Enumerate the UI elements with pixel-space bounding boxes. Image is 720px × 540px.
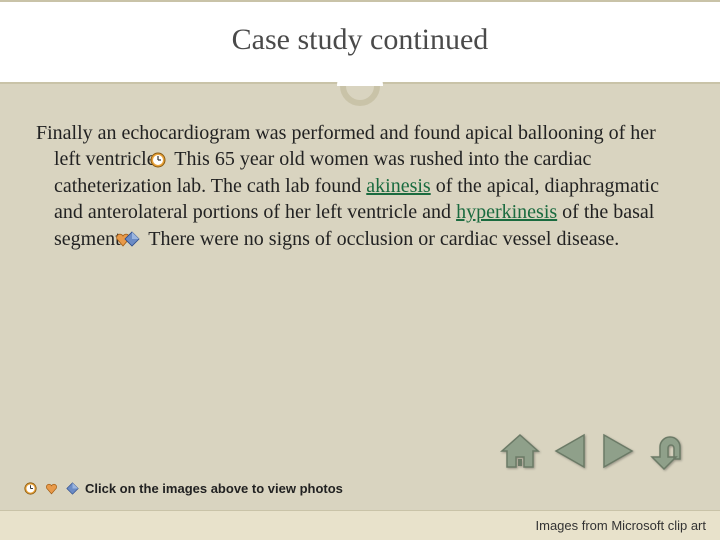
body-content: Finally an echocardiogram was performed … bbox=[0, 84, 720, 252]
return-icon[interactable] bbox=[646, 431, 690, 476]
title-ring-decoration bbox=[340, 66, 380, 106]
footer-note: Click on the images above to view photos bbox=[22, 481, 343, 496]
footer-note-text: Click on the images above to view photos bbox=[85, 481, 343, 496]
prev-icon[interactable] bbox=[550, 431, 590, 476]
attribution-text: Images from Microsoft clip art bbox=[536, 518, 707, 533]
slide-title: Case study continued bbox=[232, 23, 489, 57]
clock-icon-small bbox=[24, 482, 37, 498]
title-bar: Case study continued bbox=[0, 0, 720, 84]
heart-icon-small bbox=[45, 483, 58, 498]
attribution-bar: Images from Microsoft clip art bbox=[0, 510, 720, 540]
body-part5: There were no signs of occlusion or card… bbox=[148, 228, 619, 250]
next-icon[interactable] bbox=[598, 431, 638, 476]
home-icon[interactable] bbox=[498, 431, 542, 476]
diamond-icon-small bbox=[66, 482, 79, 498]
nav-controls bbox=[498, 431, 690, 476]
link-akinesis[interactable]: akinesis bbox=[366, 175, 430, 197]
link-hyperkinesis[interactable]: hyperkinesis bbox=[456, 201, 557, 223]
